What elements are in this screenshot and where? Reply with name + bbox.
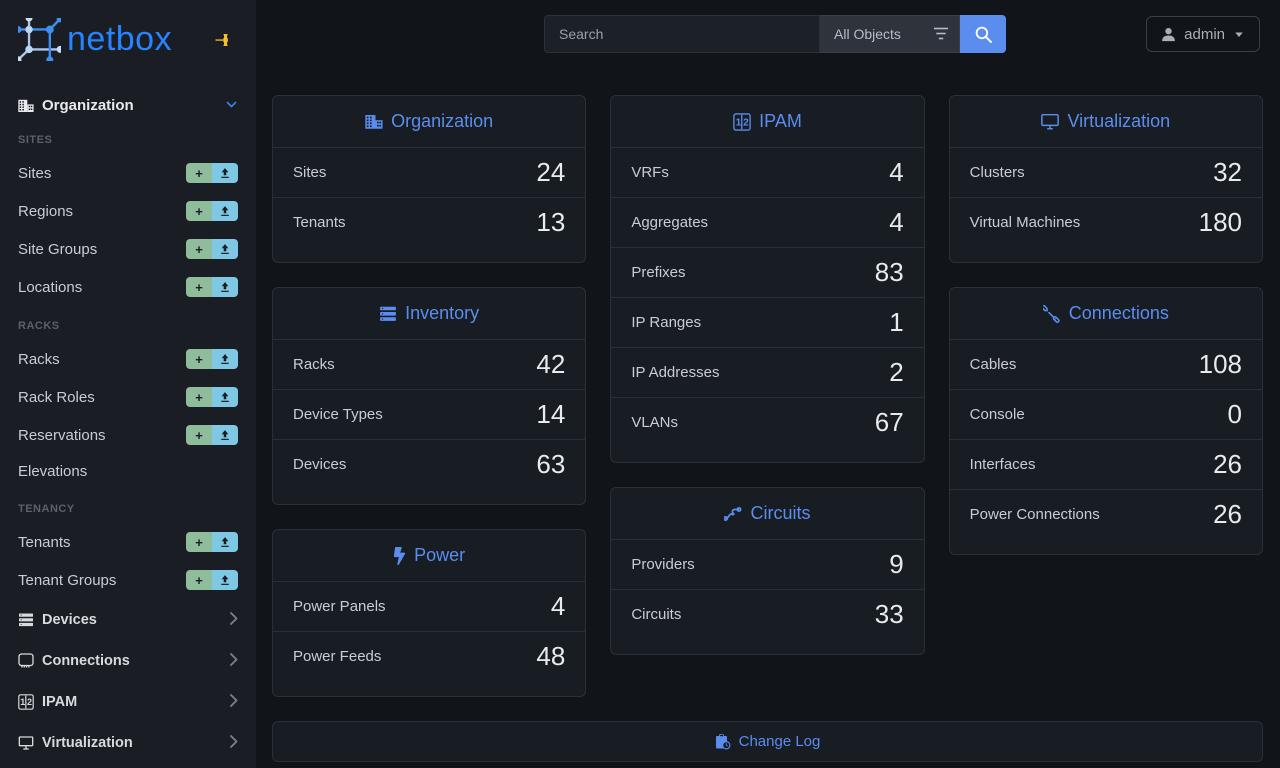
- svg-text:2: 2: [743, 117, 749, 128]
- svg-text:1: 1: [736, 117, 742, 128]
- svg-text:2: 2: [27, 697, 32, 707]
- svg-text:1: 1: [20, 697, 25, 707]
